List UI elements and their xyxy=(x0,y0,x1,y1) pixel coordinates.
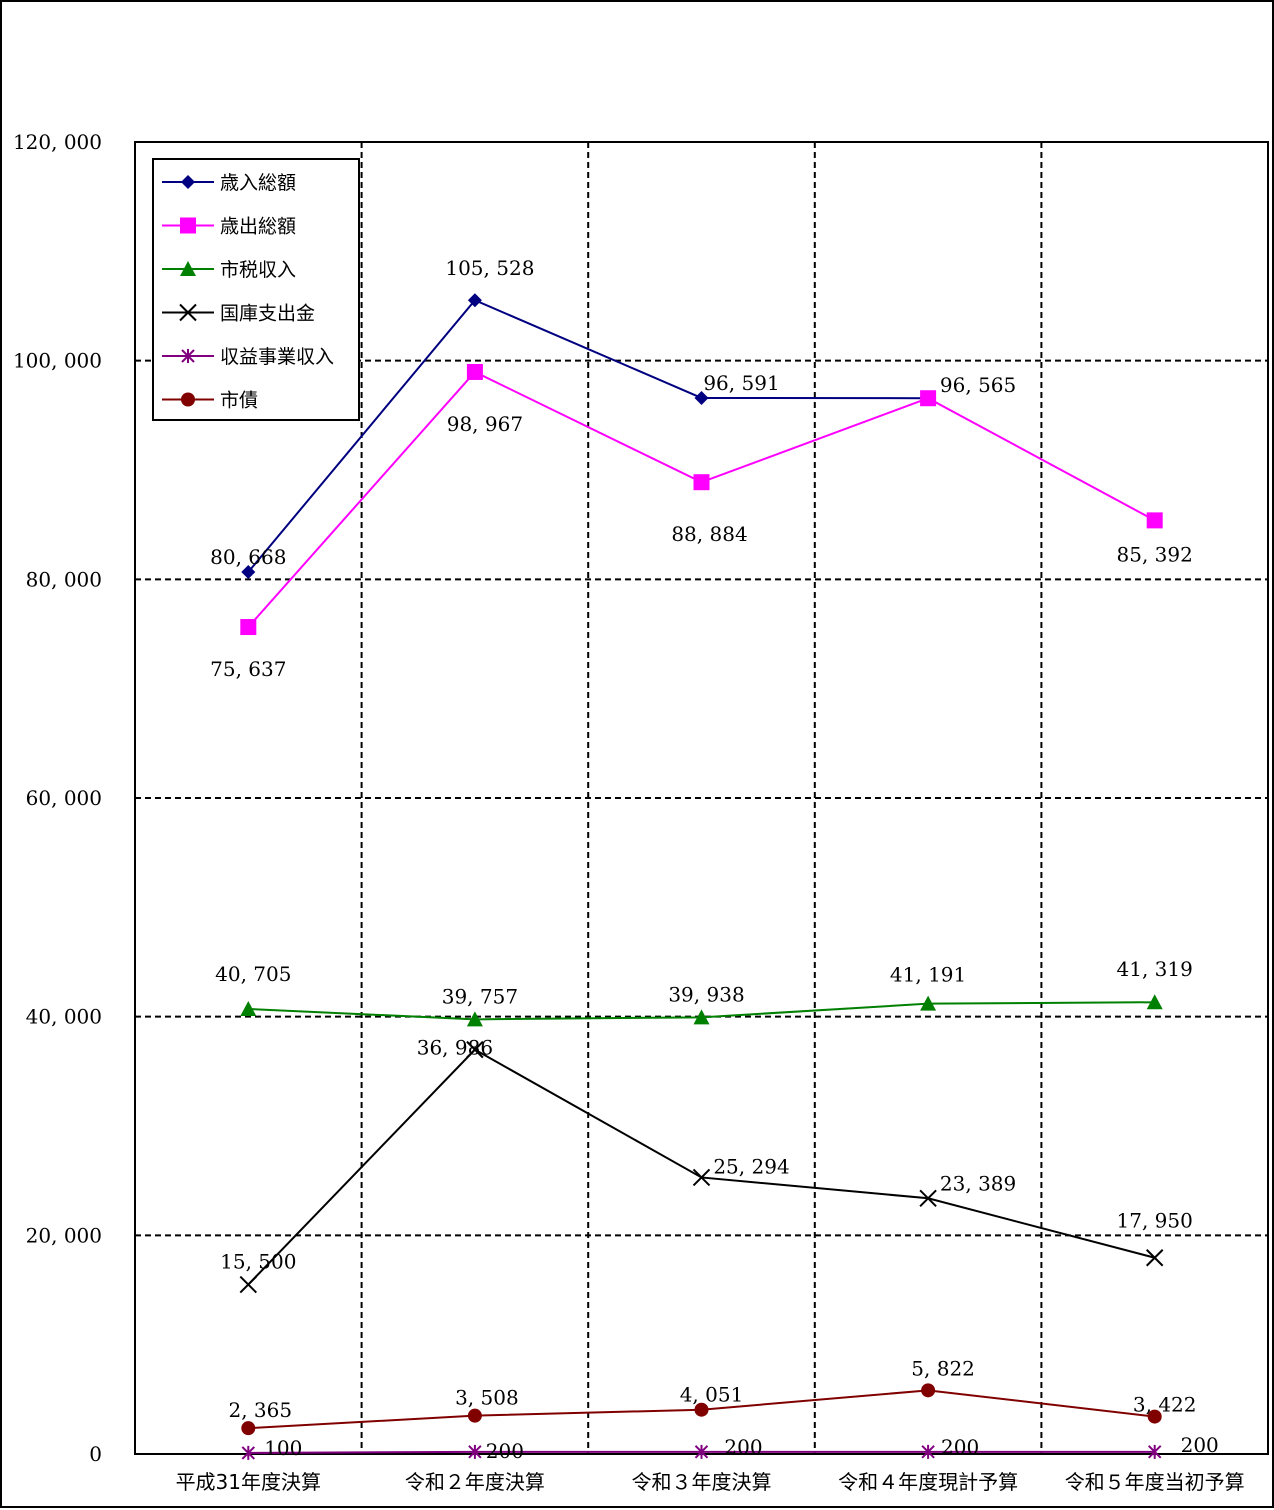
data-label: 40, 705 xyxy=(215,962,291,986)
data-point-marker xyxy=(919,1189,937,1207)
y-tick-label: 20, 000 xyxy=(26,1223,102,1247)
data-point-marker xyxy=(920,995,937,1011)
data-point-marker xyxy=(467,1408,482,1423)
y-tick-label: 60, 000 xyxy=(26,786,102,810)
data-label: 200 xyxy=(941,1435,979,1459)
legend-label: 市税収入 xyxy=(220,259,296,281)
x-category-label: 平成31年度決算 xyxy=(176,1470,321,1494)
legend-item: 市債 xyxy=(162,390,258,412)
y-tick-label: 40, 000 xyxy=(26,1005,102,1029)
data-label: 200 xyxy=(1181,1433,1219,1457)
data-point-marker xyxy=(694,1444,709,1459)
y-tick-label: 0 xyxy=(89,1442,102,1466)
legend-label: 国庫支出金 xyxy=(220,303,315,325)
data-point-marker xyxy=(241,1445,256,1460)
x-category-label: 令和２年度決算 xyxy=(405,1470,545,1494)
data-label: 41, 191 xyxy=(890,963,966,987)
series-2: 75, 637 98, 967 88, 884 85, 392 xyxy=(210,363,1193,681)
data-label: 85, 392 xyxy=(1117,542,1193,566)
data-label: 39, 938 xyxy=(668,982,744,1006)
data-point-marker xyxy=(694,390,709,405)
data-label: 200 xyxy=(724,1435,762,1459)
legend-label: 歳入総額 xyxy=(220,172,296,194)
data-point-marker xyxy=(693,474,710,491)
series-1: 80, 668 105, 528 96, 591 96, 565 xyxy=(210,256,1016,580)
series-5: 100 200 200 200 200 xyxy=(241,1433,1219,1463)
legend-label: 市債 xyxy=(220,390,258,412)
legend-marker xyxy=(179,303,197,322)
data-point-marker xyxy=(692,1168,711,1187)
data-point-marker xyxy=(694,1402,709,1417)
data-point-marker xyxy=(693,1009,710,1025)
data-label: 25, 294 xyxy=(713,1154,789,1178)
data-label: 98, 967 xyxy=(447,412,523,436)
series-6: 2, 365 3, 508 4, 051 5, 822 3, 422 xyxy=(228,1356,1197,1436)
data-point-marker xyxy=(241,565,256,580)
data-point-marker xyxy=(1147,1409,1162,1424)
legend-marker xyxy=(181,175,195,189)
data-label: 200 xyxy=(486,1439,524,1463)
legend-marker xyxy=(180,217,196,234)
x-category-label: 令和４年度現計予算 xyxy=(838,1470,1018,1494)
data-label: 23, 389 xyxy=(940,1171,1016,1195)
x-category-label: 令和５年度当初予算 xyxy=(1065,1470,1245,1494)
legend-marker xyxy=(181,392,195,407)
data-label: 39, 757 xyxy=(442,984,518,1008)
data-point-marker xyxy=(920,390,937,407)
series-line xyxy=(247,299,929,573)
data-label: 41, 319 xyxy=(1117,957,1193,981)
data-point-marker xyxy=(921,1383,936,1398)
data-point-marker xyxy=(240,1000,257,1016)
legend-box xyxy=(152,158,360,421)
legend-item: 国庫支出金 xyxy=(162,303,315,325)
series-3: 40, 705 39, 757 39, 938 41, 191 41, 319 xyxy=(215,957,1193,1027)
data-label: 100 xyxy=(264,1436,302,1460)
data-point-marker xyxy=(466,1040,484,1059)
data-label: 96, 591 xyxy=(703,371,779,395)
data-point-marker xyxy=(1147,1444,1162,1459)
data-point-marker xyxy=(1146,512,1163,529)
data-point-marker xyxy=(466,363,483,380)
data-label: 5, 822 xyxy=(911,1356,975,1380)
legend-item: 市税収入 xyxy=(162,259,296,281)
data-label: 105, 528 xyxy=(445,256,534,280)
legend-item: 歳出総額 xyxy=(162,216,296,238)
data-point-marker xyxy=(241,1421,256,1436)
x-category-label: 令和３年度決算 xyxy=(632,1470,772,1494)
y-tick-label: 100, 000 xyxy=(13,349,102,373)
data-label: 3, 508 xyxy=(455,1386,519,1410)
y-tick-label: 120, 000 xyxy=(13,130,102,154)
series-line xyxy=(247,1048,1155,1286)
data-point-marker xyxy=(467,293,482,308)
data-point-marker xyxy=(1146,994,1163,1010)
legend-label: 歳出総額 xyxy=(220,216,296,238)
y-tick-label: 80, 000 xyxy=(26,567,102,591)
data-label: 3, 422 xyxy=(1133,1393,1197,1417)
data-label: 4, 051 xyxy=(680,1383,744,1407)
data-label: 15, 500 xyxy=(220,1250,296,1274)
legend-label: 収益事業収入 xyxy=(220,346,334,368)
data-point-marker xyxy=(239,1275,258,1294)
data-label: 17, 950 xyxy=(1117,1209,1193,1233)
legend-item: 歳入総額 xyxy=(162,172,296,194)
legend-marker xyxy=(181,349,195,363)
data-point-marker xyxy=(466,1011,483,1027)
legend-item: 収益事業収入 xyxy=(162,346,334,368)
data-label: 96, 565 xyxy=(940,373,1016,397)
data-point-marker xyxy=(240,619,257,636)
data-point-marker xyxy=(921,1444,935,1459)
legend-marker xyxy=(180,261,196,276)
data-label: 2, 365 xyxy=(228,1398,292,1422)
data-label: 75, 637 xyxy=(210,657,286,681)
data-label: 88, 884 xyxy=(671,522,747,546)
data-label: 36, 986 xyxy=(417,1036,493,1060)
data-label: 80, 668 xyxy=(210,545,286,569)
data-point-marker xyxy=(1145,1249,1164,1267)
data-point-marker xyxy=(468,1444,482,1459)
series-4: 15, 500 36, 986 25, 294 23, 389 17, 950 xyxy=(220,1036,1193,1294)
